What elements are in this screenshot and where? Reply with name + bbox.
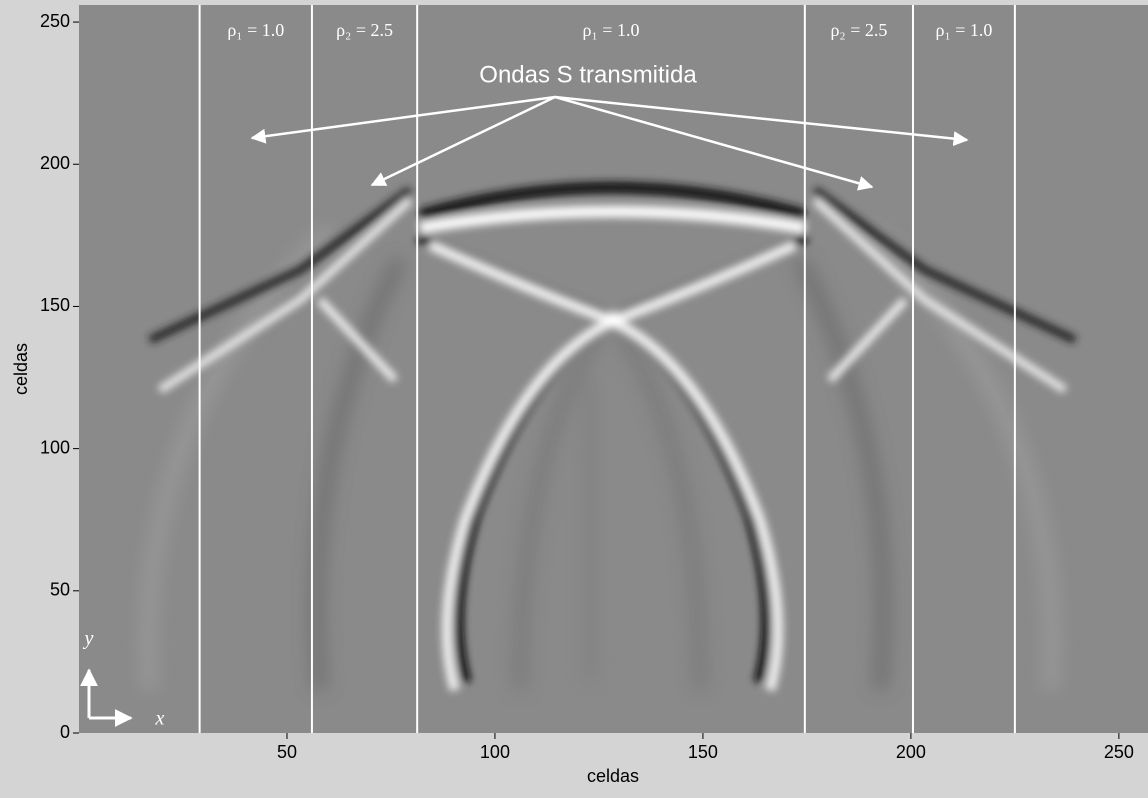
arrow <box>250 95 556 144</box>
region-label: ρ₁ = 1.0 <box>583 20 640 40</box>
x-tick-label: 250 <box>1104 742 1134 762</box>
x-tick-label: 100 <box>480 742 510 762</box>
y-tick-label: 250 <box>40 11 70 31</box>
region-label: ρ₂ = 2.5 <box>830 20 887 40</box>
corner-y: y <box>83 628 94 650</box>
region-label: ρ₂ = 2.5 <box>336 20 393 40</box>
arrow <box>554 95 874 191</box>
y-tick-label: 150 <box>40 295 70 315</box>
arrow <box>370 95 556 187</box>
x-tick-label: 50 <box>277 742 297 762</box>
corner-x: x <box>155 708 165 730</box>
y-tick-label: 100 <box>40 437 70 457</box>
annotation: Ondas S transmitida <box>479 61 697 88</box>
x-tick-label: 150 <box>688 742 718 762</box>
plot-area <box>79 5 1148 733</box>
arrow <box>554 95 969 147</box>
annotation-arrows <box>250 95 969 191</box>
y-tick-label: 200 <box>40 153 70 173</box>
y-tick-label: 0 <box>60 722 70 742</box>
y-axis-label: celdas <box>11 343 31 395</box>
corner-axes <box>80 668 133 727</box>
x-tick-label: 200 <box>896 742 926 762</box>
x-axis-label: celdas <box>587 766 639 786</box>
region-label: ρ₁ = 1.0 <box>935 20 992 40</box>
y-tick-label: 50 <box>50 580 70 600</box>
layer: ρ₁ = 1.0 ρ₂ = 2.5 ρ₁ = 1.0 ρ₂ = 2.5 ρ₁ = 1.0 <box>198 5 1016 733</box>
region-label: ρ₁ = 1.0 <box>227 20 284 40</box>
wavefield <box>141 181 1077 692</box>
